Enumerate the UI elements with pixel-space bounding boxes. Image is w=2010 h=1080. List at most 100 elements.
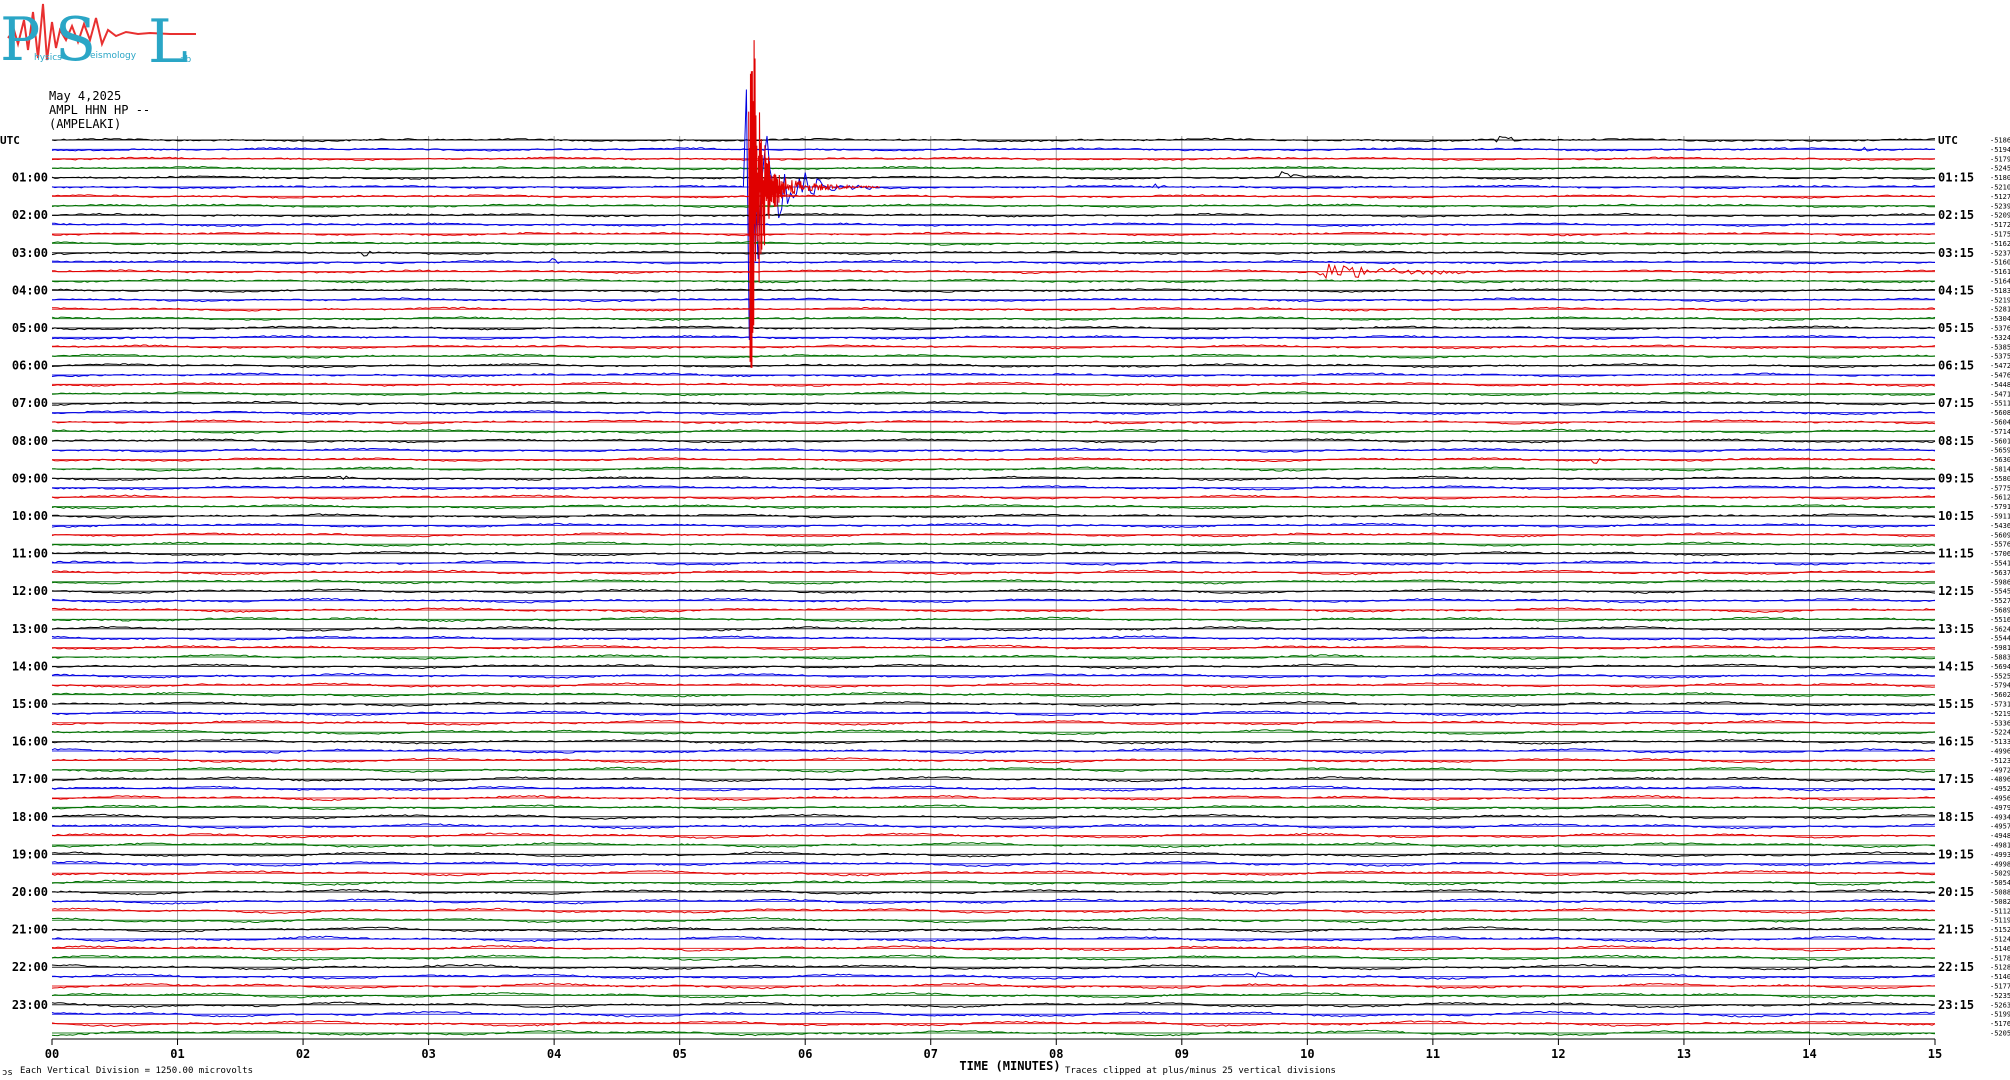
hour-label-right: 09:15 [1938, 471, 1974, 485]
hour-label-right: 19:15 [1938, 847, 1974, 861]
logo-letter-s: S [55, 5, 96, 68]
x-tick-label: 04 [547, 1047, 561, 1061]
row-value-label: -4972 [1990, 766, 2010, 774]
row-value-label: -5791 [1990, 503, 2010, 511]
vertical-grid [177, 136, 1810, 1039]
row-value-label: -5088 [1990, 889, 2010, 897]
row-value-label: -5472 [1990, 362, 2010, 370]
row-value-label: -5576 [1990, 541, 2010, 549]
trace-row [51, 682, 1936, 689]
row-value-label: -5180 [1990, 174, 2010, 182]
row-value-label: -5911 [1990, 513, 2010, 521]
trace-row [51, 860, 1936, 867]
row-value-label: -5986 [1990, 578, 2010, 586]
row-value-label: -5210 [1990, 184, 2010, 192]
row-value-label: -5714 [1990, 428, 2010, 436]
hour-label-left: 21:00 [12, 923, 48, 937]
row-value-label: -5281 [1990, 306, 2010, 314]
x-tick-label: 07 [924, 1047, 938, 1061]
hour-label-right: 20:15 [1938, 885, 1974, 899]
hour-label-right: 01:15 [1938, 171, 1974, 185]
hour-label-left: 16:00 [12, 735, 48, 749]
row-value-label: -5239 [1990, 202, 2010, 210]
row-value-label: -5608 [1990, 409, 2010, 417]
hour-label-left: 19:00 [12, 847, 48, 861]
row-value-label: -5245 [1990, 165, 2010, 173]
x-tick-label: 13 [1677, 1047, 1691, 1061]
row-value-label: -5177 [1990, 983, 2010, 991]
row-value-label: -5511 [1990, 400, 2010, 408]
row-value-label: -5140 [1990, 973, 2010, 981]
hour-label-right: 13:15 [1938, 622, 1974, 636]
station-label: AMPL HHN HP -- [49, 103, 151, 117]
hour-label-left: 01:00 [12, 171, 48, 185]
axis-labels: UTC UTC 01:00 02:00 03:00 04:00 05:00 06:00 07:0… [0, 134, 2010, 1073]
clip-note: Traces clipped at plus/minus 25 vertical… [1065, 1066, 1336, 1076]
row-value-label: -5775 [1990, 484, 2010, 492]
trace-row [51, 541, 1936, 548]
hour-label-right: 02:15 [1938, 208, 1974, 222]
hour-label-right: 23:15 [1938, 998, 1974, 1012]
row-value-label: -5152 [1990, 926, 2010, 934]
row-value-label: -5235 [1990, 992, 2010, 1000]
row-value-label: -5205 [1990, 1030, 2010, 1038]
row-value-label: -5224 [1990, 729, 2010, 737]
logo-subtext-seismology: eismology [90, 51, 137, 61]
row-value-label: -5172 [1990, 221, 2010, 229]
hour-label-left: 18:00 [12, 810, 48, 824]
row-value-label: -5237 [1990, 249, 2010, 257]
trace-row [51, 907, 1936, 914]
trace-row [51, 1001, 1936, 1009]
row-value-label: -5127 [1990, 193, 2010, 201]
row-value-label: -5436 [1990, 522, 2010, 530]
hour-label-right: 05:15 [1938, 321, 1974, 335]
event-spike [748, 40, 785, 368]
row-value-label: -5731 [1990, 701, 2010, 709]
row-value-label: -5194 [1990, 146, 2010, 154]
row-value-label: -5199 [1990, 1011, 2010, 1019]
row-value-label: -5981 [1990, 644, 2010, 652]
utc-right-title: UTC [1938, 134, 1958, 147]
row-value-label: -5601 [1990, 437, 2010, 445]
x-tick-label: 03 [421, 1047, 435, 1061]
trace-row [51, 550, 1936, 557]
hour-label-right: 16:15 [1938, 735, 1974, 749]
hour-label-right: 10:15 [1938, 509, 1974, 523]
row-value-label: -5164 [1990, 278, 2010, 286]
row-value-label: -5375 [1990, 353, 2010, 361]
trace-row [51, 258, 1936, 265]
hour-label-left: 20:00 [12, 885, 48, 899]
row-value-label: -5112 [1990, 907, 2010, 915]
trace-row [52, 263, 1936, 280]
row-value-label: -4896 [1990, 776, 2010, 784]
row-value-label: -5175 [1990, 231, 2010, 239]
hour-label-left: 14:00 [12, 659, 48, 673]
hour-label-right: 06:15 [1938, 359, 1974, 373]
logo-letter-l: L [148, 7, 188, 68]
row-value-label: -5176 [1990, 1020, 2010, 1028]
row-value-label: -5516 [1990, 616, 2010, 624]
trace-row [51, 381, 1936, 387]
row-value-label: -5054 [1990, 879, 2010, 887]
trace-row [51, 945, 1936, 952]
row-value-label: -4979 [1990, 804, 2010, 812]
row-value-label: -5179 [1990, 155, 2010, 163]
row-value-label: -4952 [1990, 785, 2010, 793]
row-value-label: -4934 [1990, 813, 2010, 821]
trace-row [51, 672, 1936, 679]
hour-label-left: 07:00 [12, 396, 48, 410]
row-value-label: -5336 [1990, 719, 2010, 727]
row-value-label: -5029 [1990, 870, 2010, 878]
scale-note: Each Vertical Division = 1250.00 microvo… [20, 1066, 253, 1076]
hour-label-left: 13:00 [12, 622, 48, 636]
row-value-label: -5527 [1990, 597, 2010, 605]
row-value-label: -5814 [1990, 466, 2010, 474]
row-value-label: -5183 [1990, 287, 2010, 295]
row-value-label: -5161 [1990, 268, 2010, 276]
row-value-label: -5263 [1990, 1001, 2010, 1009]
row-value-label: -5304 [1990, 315, 2010, 323]
x-tick-label: 01 [170, 1047, 184, 1061]
hour-label-left: 12:00 [12, 584, 48, 598]
x-tick-label: 09 [1175, 1047, 1189, 1061]
trace-row [51, 135, 1936, 143]
